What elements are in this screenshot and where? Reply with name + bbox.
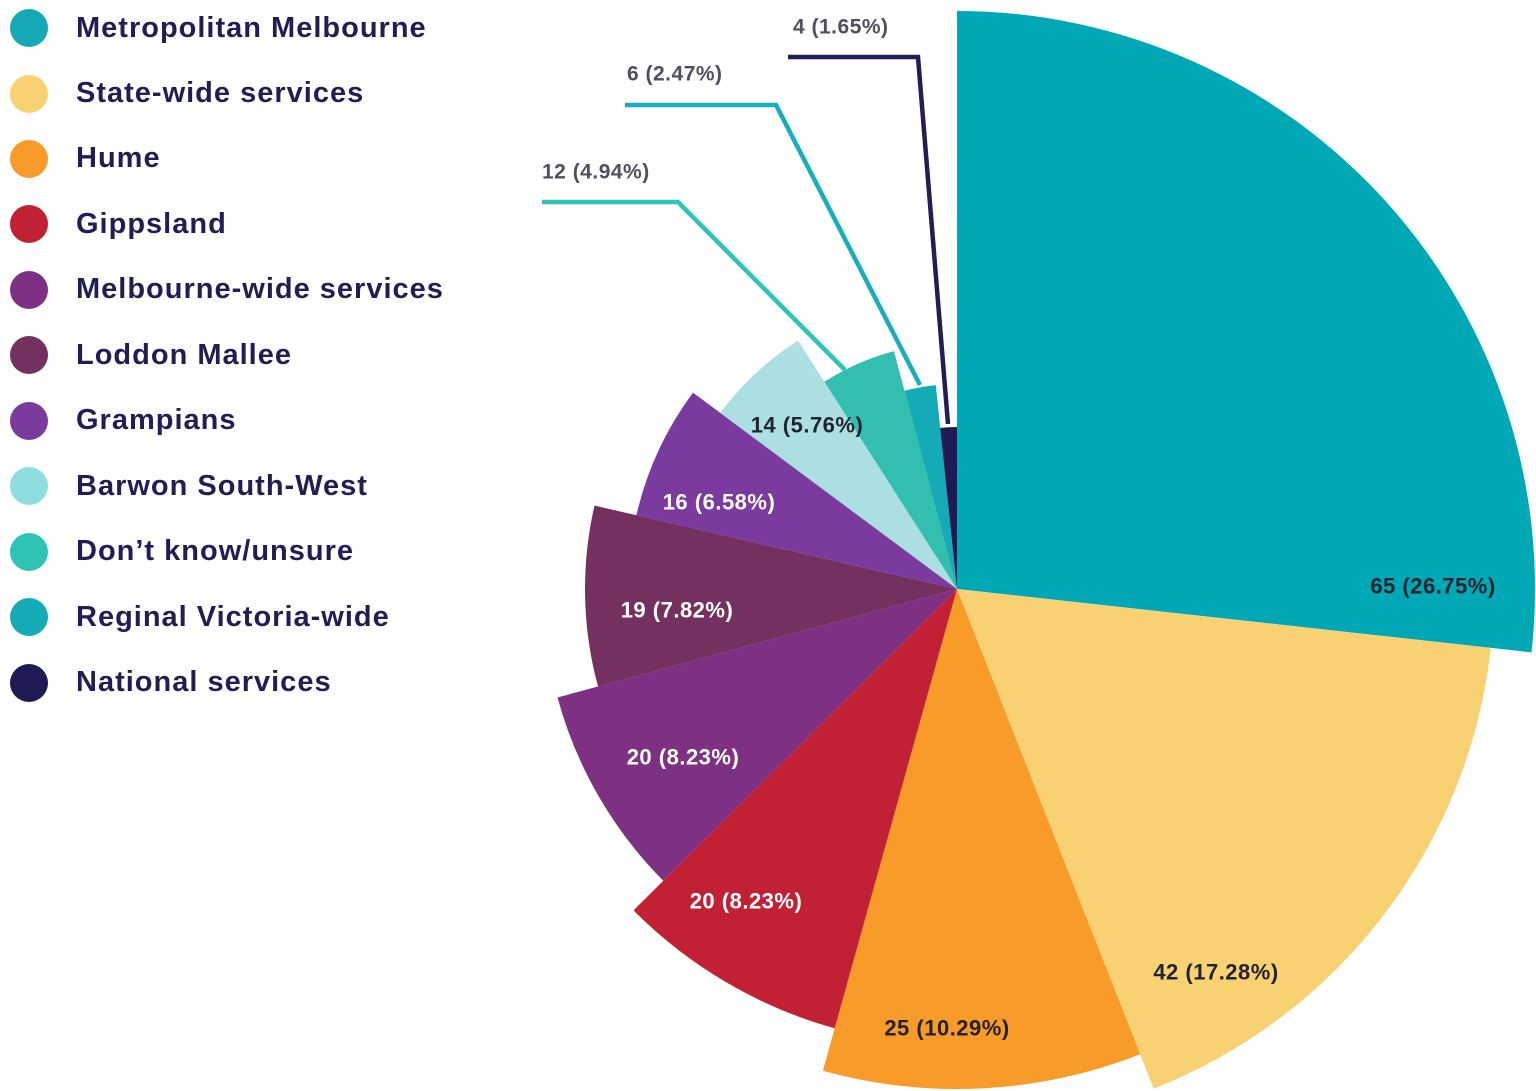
slice-label-metropolitan-melbourne: 65 (26.75%)	[1370, 574, 1495, 599]
leader-line-reginal-victoria-wide	[625, 102, 923, 387]
pie-slice-melbourne-wide-services	[557, 589, 957, 881]
legend-dot-melbourne-wide-services	[10, 270, 48, 309]
legend-item-melbourne-wide-services: Melbourne-wide services	[10, 270, 444, 309]
legend-label-state-wide-services: State-wide services	[76, 77, 365, 109]
slice-label-gippsland: 20 (8.23%)	[690, 889, 803, 914]
legend-dot-reginal-victoria-wide	[10, 598, 48, 637]
legend-dot-grampians	[10, 401, 48, 440]
slice-label-barwon-south-west: 14 (5.76%)	[751, 413, 864, 438]
legend-dot-loddon-mallee	[10, 336, 48, 375]
legend-item-metropolitan-melbourne: Metropolitan Melbourne	[10, 9, 427, 47]
legend-dot-national-services	[10, 663, 48, 702]
pie-slice-hume	[822, 589, 1141, 1089]
leader-line-don-t-know-unsure	[542, 199, 847, 372]
legend-item-gippsland: Gippsland	[10, 205, 227, 244]
legend-item-state-wide-services: State-wide services	[10, 74, 365, 113]
legend-label-reginal-victoria-wide: Reginal Victoria-wide	[76, 600, 390, 633]
legend-label-don-t-know-unsure: Don’t know/unsure	[76, 535, 354, 568]
legend-label-metropolitan-melbourne: Metropolitan Melbourne	[76, 11, 427, 44]
legend-label-grampians: Grampians	[76, 404, 237, 437]
legend-label-national-services: National services	[76, 666, 332, 698]
pie-slice-state-wide-services	[957, 589, 1491, 1089]
pie-slice-grampians	[636, 392, 957, 589]
slice-label-grampians: 16 (6.58%)	[663, 490, 776, 515]
pie-slice-metropolitan-melbourne	[957, 11, 1535, 653]
legend-label-melbourne-wide-services: Melbourne-wide services	[76, 273, 444, 306]
legend-label-loddon-mallee: Loddon Mallee	[76, 338, 292, 371]
legend-dot-don-t-know-unsure	[10, 532, 48, 571]
legend-dot-gippsland	[10, 205, 48, 244]
legend-label-barwon-south-west: Barwon South-West	[76, 469, 368, 502]
legend-label-gippsland: Gippsland	[76, 207, 227, 240]
legend-dot-state-wide-services	[10, 74, 48, 113]
pie-slice-national-services	[940, 427, 957, 589]
legend-item-national-services: National services	[10, 663, 332, 702]
slice-label-melbourne-wide-services: 20 (8.23%)	[627, 745, 740, 770]
legend-item-reginal-victoria-wide: Reginal Victoria-wide	[10, 598, 390, 637]
slice-label-loddon-mallee: 19 (7.82%)	[621, 598, 734, 623]
slice-label-don-t-know-unsure: 12 (4.94%)	[542, 161, 650, 184]
legend-dot-hume	[10, 139, 48, 178]
legend-dot-barwon-south-west	[10, 467, 48, 506]
slice-label-national-services: 4 (1.65%)	[793, 16, 889, 39]
slice-label-reginal-victoria-wide: 6 (2.47%)	[627, 63, 723, 86]
legend-item-don-t-know-unsure: Don’t know/unsure	[10, 532, 354, 571]
legend-dot-metropolitan-melbourne	[10, 9, 48, 47]
pie-slice-loddon-mallee	[585, 505, 957, 687]
slice-label-hume: 25 (10.29%)	[884, 1016, 1009, 1041]
legend-label-hume: Hume	[76, 142, 161, 175]
legend-item-grampians: Grampians	[10, 401, 237, 440]
pie-slice-barwon-south-west	[720, 340, 957, 589]
pie-slice-don-t-know-unsure	[824, 351, 957, 589]
leader-line-national-services	[788, 54, 951, 425]
pie-slice-gippsland	[633, 589, 957, 1029]
slice-label-state-wide-services: 42 (17.28%)	[1153, 960, 1278, 985]
pie-slice-reginal-victoria-wide	[904, 385, 957, 589]
legend-item-loddon-mallee: Loddon Mallee	[10, 336, 292, 375]
legend-item-barwon-south-west: Barwon South-West	[10, 467, 368, 506]
legend-item-hume: Hume	[10, 139, 161, 178]
chart-legend: Metropolitan Melbourne State-wide service…	[0, 0, 540, 1091]
